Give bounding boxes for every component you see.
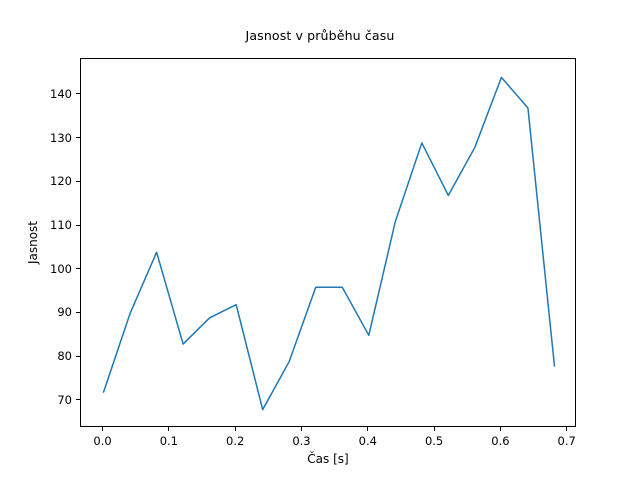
data-line-plot	[102, 76, 556, 411]
x-tick-mark	[566, 427, 568, 431]
y-tick-label: 110	[50, 218, 72, 232]
y-tick-label: 80	[57, 349, 72, 364]
y-tick-label: 70	[57, 392, 72, 407]
x-tick-label: 0.2	[226, 434, 245, 448]
x-tick-label: 0.5	[424, 434, 444, 448]
y-tick-mark	[76, 399, 80, 401]
y-tick-label: 140	[50, 86, 72, 101]
y-tick-label: 90	[57, 305, 72, 320]
y-tick-mark	[76, 311, 80, 314]
x-tick-label: 0.4	[358, 434, 377, 448]
y-tick-mark	[76, 268, 80, 270]
x-tick-label: 0.1	[159, 434, 178, 448]
y-tick-label: 100	[50, 261, 72, 276]
x-tick-label: 0.6	[491, 434, 510, 448]
x-tick-mark	[102, 427, 104, 431]
chart-title: Jasnost v průběhu času	[245, 28, 395, 43]
x-axis-label: Čas [s]	[307, 452, 349, 466]
y-tick-label: 120	[50, 174, 72, 189]
x-tick-mark	[234, 427, 236, 431]
x-tick-label: 0.0	[93, 434, 112, 448]
y-tick-mark	[76, 180, 80, 182]
x-tick-mark	[433, 427, 435, 431]
y-tick-mark	[76, 93, 80, 95]
y-axis-label: Jasnost	[26, 220, 40, 265]
x-tick-mark	[300, 427, 303, 431]
x-tick-label: 0.3	[292, 434, 311, 448]
data-series-line	[102, 76, 556, 411]
x-tick-mark	[367, 427, 369, 431]
x-tick-label: 0.7	[557, 434, 576, 448]
y-tick-mark	[76, 355, 80, 357]
y-tick-mark	[76, 137, 80, 139]
y-tick-mark	[76, 224, 80, 226]
plot-axes-area	[80, 58, 576, 427]
x-tick-mark	[168, 427, 170, 431]
y-tick-label: 130	[50, 130, 72, 145]
x-tick-mark	[499, 427, 501, 431]
